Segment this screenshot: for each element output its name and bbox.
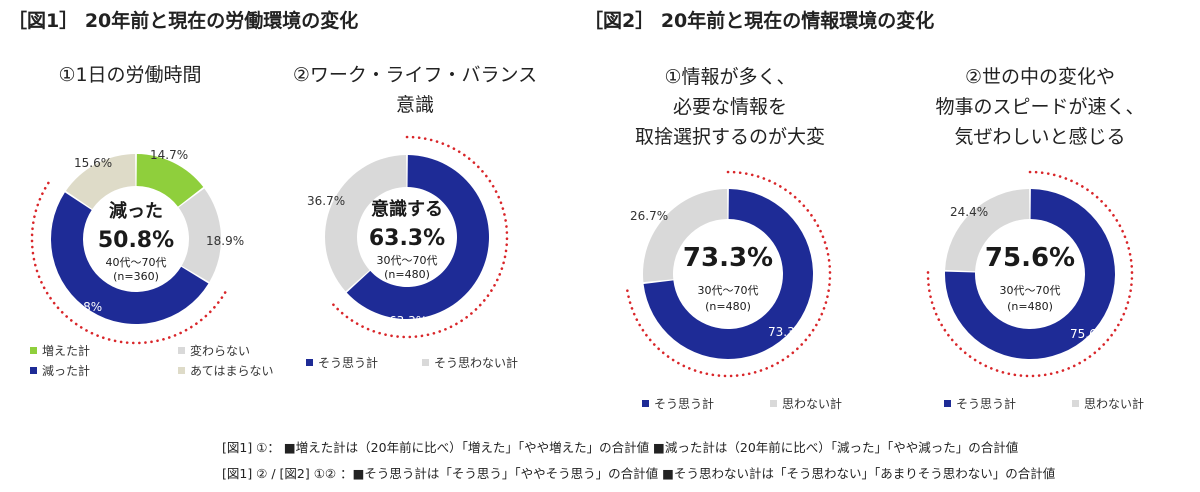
donut-slice — [945, 189, 1115, 359]
slice-data-label: 63.3% — [389, 314, 427, 328]
figure1-title: ［図1］ 20年前と現在の労働環境の変化 — [8, 10, 359, 32]
slice-data-label: 26.7% — [630, 209, 668, 223]
legend-item: そう思う計 — [944, 395, 1016, 412]
chart4-subtitle: ②世の中の変化や 物事のスピードが速く、 気ぜわしいと感じる — [935, 66, 1145, 148]
donut-slice — [65, 154, 136, 210]
slice-data-label: 18.9% — [206, 234, 244, 248]
chart3-subtitle: ①情報が多く、 必要な情報を 取捨選択するのが大変 — [634, 66, 825, 148]
legend-swatch — [30, 367, 37, 374]
highlight-dotted-ring — [30, 179, 227, 345]
donut-slice — [346, 155, 489, 319]
legend-label: そう思わない計 — [434, 356, 519, 370]
legend-item: そう思わない計 — [422, 354, 518, 371]
center-note-age: 30代～70代 — [377, 254, 438, 267]
slice-data-label: 36.7% — [307, 194, 345, 208]
donut-slice — [643, 189, 728, 283]
legend-item: 増えた計 — [30, 342, 90, 359]
legend-swatch — [30, 347, 37, 354]
slice-data-label: 24.4% — [950, 205, 988, 219]
legend-label: 減った計 — [42, 364, 91, 378]
center-note-age: 30代～70代 — [698, 284, 759, 297]
center-value: 63.3% — [369, 226, 445, 251]
legend-item: そう思う計 — [642, 395, 714, 412]
legend-label: そう思う計 — [956, 397, 1017, 411]
center-value: 50.8% — [98, 228, 174, 253]
footnote-figure1: [図1] ①： ■増えた計は（20年前に比べ）「増えた」「やや増えた」の合計値 … — [222, 440, 1019, 455]
legend-swatch — [306, 359, 313, 366]
donut-slice — [51, 192, 209, 324]
center-label: 意識する — [371, 198, 443, 220]
legend-item: 変わらない — [178, 342, 250, 359]
slice-data-label: 14.7% — [150, 148, 188, 162]
legend-item: 減った計 — [30, 362, 90, 379]
legend-label: そう思う計 — [654, 397, 715, 411]
legend-label: 変わらない — [190, 344, 251, 358]
slice-data-label: 15.6% — [74, 156, 112, 170]
donut-slice — [178, 188, 221, 282]
donut-slice — [643, 189, 813, 359]
center-note-sample: (n=480) — [384, 268, 430, 281]
donut-slice — [325, 155, 407, 292]
center-note-sample: (n=480) — [1007, 300, 1053, 313]
legend-swatch — [770, 400, 777, 407]
slice-data-label: 73.3% — [768, 325, 806, 339]
legend-swatch — [642, 400, 649, 407]
legend-item: そう思う計 — [306, 354, 378, 371]
legend-label: 思わない計 — [782, 397, 843, 411]
highlight-dotted-ring — [331, 135, 509, 339]
center-note-sample: (n=480) — [705, 300, 751, 313]
chart2-subtitle: ②ワーク・ライフ・バランス 意識 — [292, 64, 538, 116]
legend-label: あてはまらない — [190, 364, 274, 378]
legend-swatch — [1072, 400, 1079, 407]
highlight-dotted-ring — [625, 170, 832, 378]
figure2-title: ［図2］ 20年前と現在の情報環境の変化 — [584, 10, 935, 32]
highlight-dotted-ring — [926, 170, 1134, 378]
center-label: 減った — [109, 200, 163, 222]
donut-slice — [136, 154, 204, 207]
donut-slice — [945, 189, 1030, 272]
legend-swatch — [422, 359, 429, 366]
legend-item: 思わない計 — [1072, 395, 1144, 412]
slice-data-label: 75.6% — [1070, 327, 1108, 341]
legend-item: 思わない計 — [770, 395, 842, 412]
legend-swatch — [178, 347, 185, 354]
footnote-figure2: [図1] ② / [図2] ①② ：■そう思う計は「そう思う」「ややそう思う」の… — [222, 466, 1056, 481]
legend-swatch — [178, 367, 185, 374]
legend-item: あてはまらない — [178, 362, 274, 379]
center-note-age: 30代～70代 — [1000, 284, 1061, 297]
legend-label: 思わない計 — [1084, 397, 1145, 411]
center-value: 73.3% — [683, 243, 773, 273]
center-note-age: 40代～70代 — [106, 256, 167, 269]
legend-swatch — [944, 400, 951, 407]
slice-data-label: 50.8% — [64, 300, 102, 314]
legend-label: そう思う計 — [318, 356, 379, 370]
center-note-sample: (n=360) — [113, 270, 159, 283]
chart1-subtitle: ①1日の労働時間 — [58, 64, 202, 86]
center-value: 75.6% — [985, 243, 1075, 273]
legend-label: 増えた計 — [42, 344, 91, 358]
